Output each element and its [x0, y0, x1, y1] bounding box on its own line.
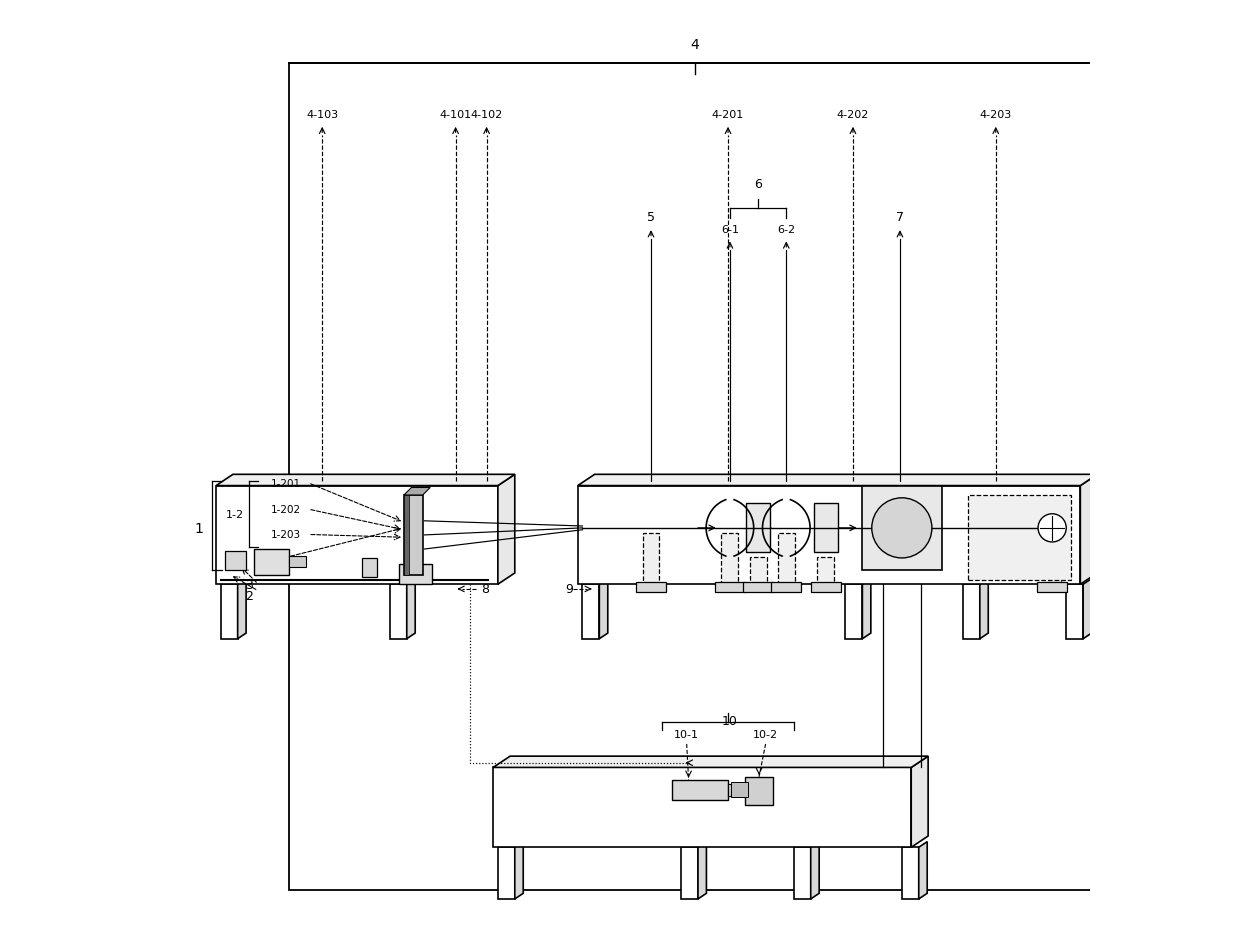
Polygon shape [681, 848, 698, 899]
Text: 4-202: 4-202 [837, 110, 869, 120]
Polygon shape [578, 475, 1097, 486]
Bar [750, 557, 766, 584]
Bar [362, 558, 377, 577]
Text: 10: 10 [722, 715, 738, 727]
Bar [746, 504, 770, 552]
Polygon shape [498, 848, 515, 899]
Polygon shape [404, 488, 430, 496]
Text: 10-1: 10-1 [675, 730, 699, 739]
Polygon shape [221, 584, 238, 639]
Bar [226, 552, 246, 570]
Bar [777, 533, 795, 584]
Polygon shape [862, 579, 870, 639]
Polygon shape [1066, 584, 1084, 639]
Bar [399, 564, 432, 584]
Polygon shape [698, 842, 707, 899]
Text: 3: 3 [246, 578, 253, 591]
Circle shape [872, 498, 932, 558]
Polygon shape [1080, 475, 1097, 584]
Polygon shape [515, 842, 523, 899]
Bar [813, 504, 838, 552]
Text: 6: 6 [754, 177, 763, 191]
Polygon shape [919, 842, 928, 899]
Text: 2: 2 [246, 589, 253, 602]
Polygon shape [599, 579, 608, 639]
Polygon shape [216, 475, 515, 486]
Polygon shape [811, 842, 820, 899]
Polygon shape [407, 579, 415, 639]
Bar [1037, 582, 1068, 592]
Text: 4-203: 4-203 [980, 110, 1012, 120]
Text: 4-201: 4-201 [712, 110, 744, 120]
Bar [715, 582, 745, 592]
Bar [722, 533, 738, 584]
Text: 8: 8 [481, 582, 489, 596]
Bar [642, 533, 660, 584]
Text: 4-102: 4-102 [470, 110, 502, 120]
Bar [745, 777, 773, 805]
Bar [636, 582, 666, 592]
Polygon shape [846, 584, 862, 639]
Polygon shape [963, 584, 980, 639]
Text: 4-101: 4-101 [439, 110, 471, 120]
Polygon shape [980, 579, 988, 639]
Bar [289, 556, 306, 567]
Polygon shape [216, 486, 498, 584]
Text: 1-2: 1-2 [226, 509, 243, 519]
Text: 9: 9 [565, 582, 573, 596]
Text: 1-1: 1-1 [226, 561, 243, 571]
Text: 7: 7 [897, 211, 904, 224]
Bar [743, 582, 773, 592]
Text: 1-203: 1-203 [270, 530, 300, 540]
Polygon shape [1084, 579, 1091, 639]
Text: 10-2: 10-2 [753, 730, 779, 739]
Text: 5: 5 [647, 211, 655, 224]
Polygon shape [498, 475, 515, 584]
Bar [728, 784, 737, 797]
Polygon shape [794, 848, 811, 899]
Bar [289, 64, 1099, 889]
Text: 4-103: 4-103 [306, 110, 339, 120]
Bar [730, 783, 748, 797]
Text: 1-202: 1-202 [270, 504, 300, 514]
Bar [967, 496, 1071, 580]
Bar [817, 557, 835, 584]
Text: 4: 4 [691, 38, 699, 52]
Polygon shape [578, 486, 1080, 584]
Bar [254, 549, 289, 575]
Polygon shape [389, 584, 407, 639]
Text: 1: 1 [195, 521, 203, 535]
Polygon shape [494, 767, 911, 848]
Bar [672, 780, 728, 801]
Polygon shape [238, 579, 246, 639]
Bar [1044, 548, 1060, 584]
Polygon shape [404, 496, 409, 575]
Polygon shape [901, 848, 919, 899]
Polygon shape [583, 584, 599, 639]
Text: 6-1: 6-1 [720, 225, 739, 234]
Bar [811, 582, 841, 592]
Text: 1-201: 1-201 [270, 479, 300, 488]
Text: 6-2: 6-2 [777, 225, 795, 234]
Polygon shape [911, 756, 928, 848]
Polygon shape [404, 496, 423, 575]
Polygon shape [494, 756, 928, 767]
Bar [862, 486, 941, 570]
Bar [771, 582, 801, 592]
Circle shape [1038, 514, 1066, 543]
